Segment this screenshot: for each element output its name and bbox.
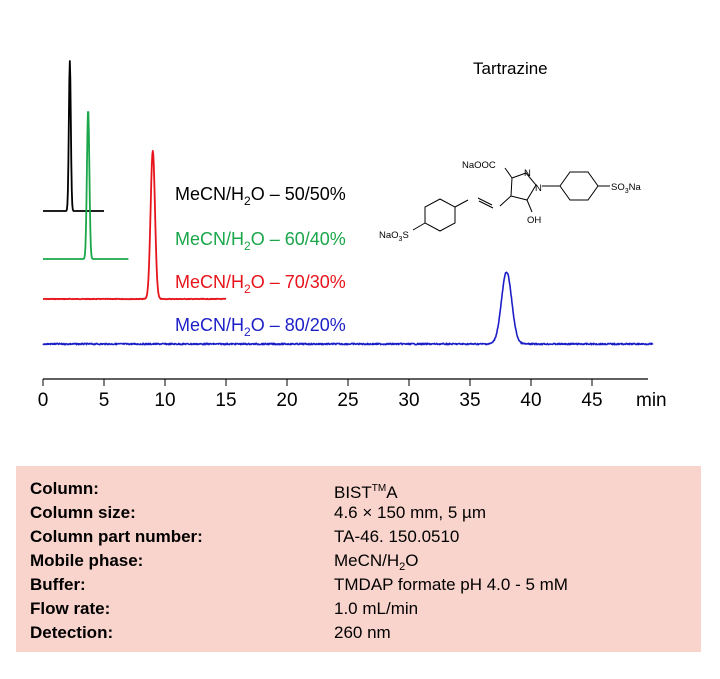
x-tick-label: 35: [459, 390, 480, 411]
bond: [526, 199, 533, 213]
struct-label: OH: [527, 215, 541, 226]
condition-label: Buffer:: [30, 575, 86, 594]
condition-label: Column size:: [30, 503, 136, 522]
tartrazine-structure: [412, 167, 610, 232]
bond: [499, 195, 512, 207]
condition-column-size: Column size: 4.6 × 150 mm, 5 µm: [16, 501, 701, 525]
x-tick-label: 40: [520, 390, 541, 411]
x-tick-label: 20: [276, 390, 297, 411]
x-tick-label: 30: [398, 390, 419, 411]
x-tick-label: 5: [99, 390, 110, 411]
azo-bond: [478, 200, 494, 209]
condition-label: Mobile phase:: [30, 551, 144, 570]
condition-value: TA-46. 150.0510: [334, 527, 460, 546]
x-tick-label: 10: [154, 390, 175, 411]
chromatogram-traces: [42, 60, 654, 346]
x-tick-label: 0: [38, 390, 49, 411]
series-line: [42, 149, 227, 301]
condition-value: 4.6 × 150 mm, 5 µm: [334, 503, 486, 522]
x-tick-label: 45: [581, 390, 602, 411]
structure-labels: NaOOC N N SO3Na OH NaO3S: [379, 160, 642, 243]
benzene-ring-left: [424, 198, 456, 232]
legend: MeCN/H2O – 50/50% MeCN/H2O – 60/40% MeCN/H…: [175, 184, 346, 339]
condition-part-number: Column part number: TA-46. 150.0510: [16, 525, 701, 549]
series-line: [42, 111, 129, 260]
chromatogram-chart: 0 5 10 15 20 25 30 35 40 45 min Tartrazine MeCN/H…: [38, 59, 667, 411]
condition-label: Detection:: [30, 623, 114, 642]
benzene-ring-right: [559, 171, 599, 201]
pyrazole-ring: [510, 172, 537, 201]
condition-value: 260 nm: [334, 623, 391, 642]
condition-value: MeCN/H2O: [334, 551, 419, 573]
bond: [412, 222, 426, 231]
condition-label: Flow rate:: [30, 599, 111, 618]
condition-column: Column: BISTTMA: [16, 477, 701, 502]
condition-flow-rate: Flow rate: 1.0 mL/min: [16, 597, 701, 621]
condition-label: Column:: [30, 479, 99, 498]
legend-entry: MeCN/H2O – 70/30%: [175, 272, 346, 296]
series-line: [42, 60, 105, 212]
x-tick-label: 15: [215, 390, 236, 411]
condition-buffer: Buffer: TMDAP formate pH 4.0 - 5 mM: [16, 573, 701, 597]
condition-label: Column part number:: [30, 527, 203, 546]
condition-value: TMDAP formate pH 4.0 - 5 mM: [334, 575, 568, 594]
compound-name: Tartrazine: [473, 59, 548, 78]
legend-entry: MeCN/H2O – 60/40%: [175, 229, 346, 253]
series-line: [42, 271, 654, 346]
legend-entry: MeCN/H2O – 50/50%: [175, 184, 346, 208]
azo-bond: [477, 197, 493, 206]
struct-label: NaOOC: [462, 160, 496, 171]
x-axis-label: min: [636, 390, 667, 411]
x-axis: 0 5 10 15 20 25 30 35 40 45: [38, 378, 648, 411]
conditions-panel: Column: BISTTMA Column size: 4.6 × 150 m…: [16, 466, 701, 652]
condition-value: 1.0 mL/min: [334, 599, 419, 618]
x-tick-label: 25: [337, 390, 358, 411]
condition-detection: Detection: 260 nm: [16, 621, 701, 645]
struct-label: SO3Na: [611, 182, 642, 195]
struct-label: N: [524, 168, 531, 179]
struct-label: NaO3S: [379, 230, 409, 243]
bond: [504, 167, 513, 179]
struct-label: N: [535, 183, 542, 194]
legend-entry: MeCN/H2O – 80/20%: [175, 315, 346, 339]
condition-value: BISTTMA: [334, 483, 398, 502]
bond: [454, 199, 469, 208]
condition-mobile-phase: Mobile phase: MeCN/H2O: [16, 549, 701, 573]
